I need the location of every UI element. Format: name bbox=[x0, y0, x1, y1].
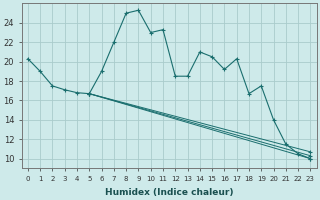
X-axis label: Humidex (Indice chaleur): Humidex (Indice chaleur) bbox=[105, 188, 233, 197]
